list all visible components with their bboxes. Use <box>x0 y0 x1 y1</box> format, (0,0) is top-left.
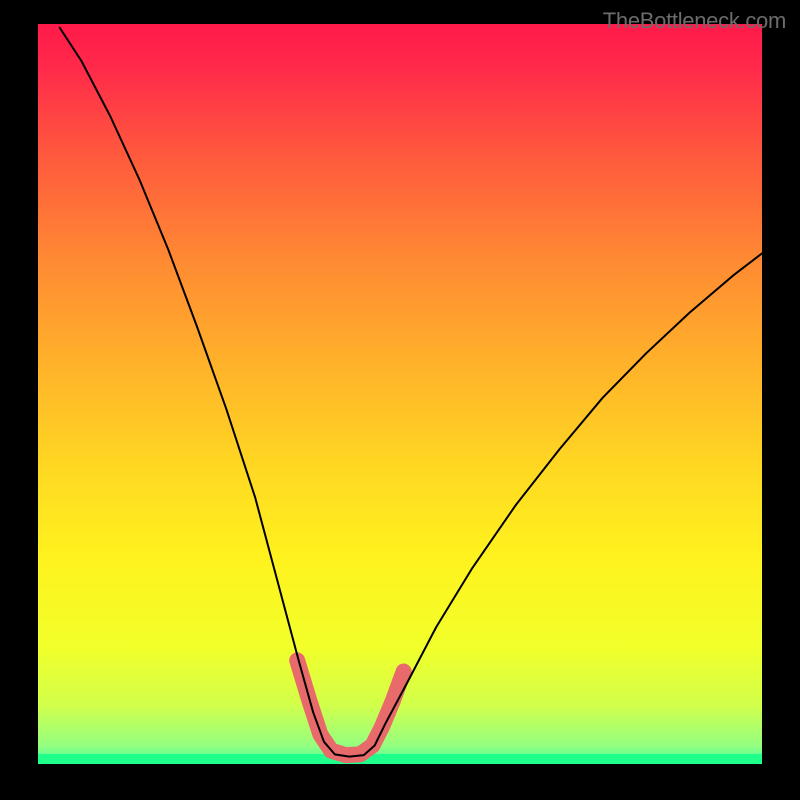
v-curve-line <box>60 28 762 757</box>
watermark-text: TheBottleneck.com <box>603 8 786 34</box>
trough-highlight <box>297 660 403 755</box>
plot-svg <box>38 24 762 764</box>
bottleneck-chart: TheBottleneck.com <box>0 0 800 800</box>
plot-area <box>38 24 762 764</box>
